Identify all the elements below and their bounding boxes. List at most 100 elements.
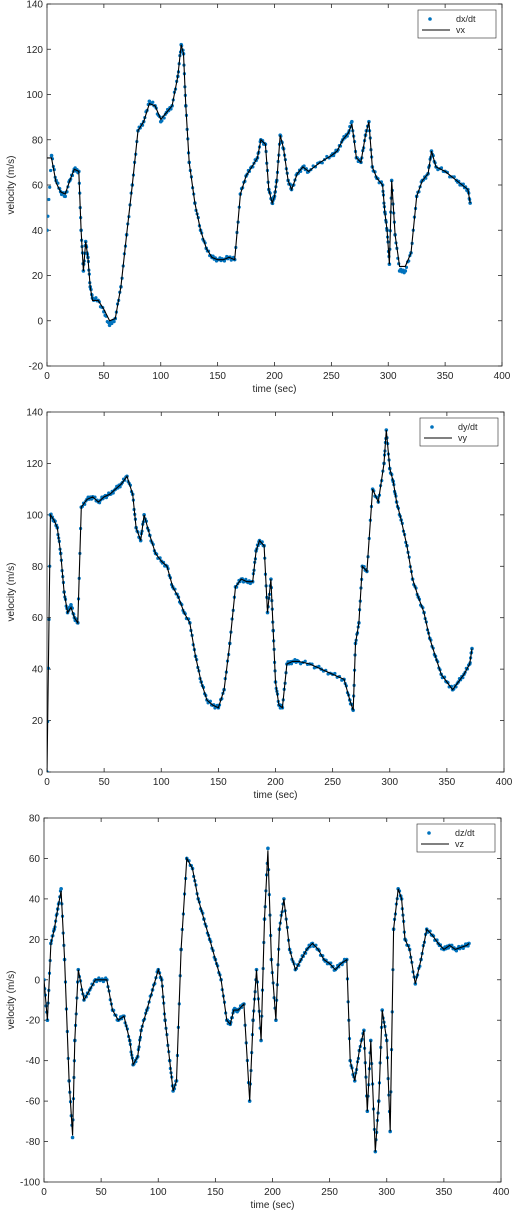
plot-area [44, 846, 471, 1154]
velocity-line [47, 429, 473, 772]
legend-point-marker [428, 17, 432, 21]
vx-chart-svg: 0 50 100 150 200 250 300 350 400-200204060801001… [6, 0, 511, 395]
derivative-sample-point [48, 185, 52, 189]
dxdt-point [147, 99, 152, 104]
y-tick-label: 80 [32, 135, 44, 146]
x-tick-label: 400 [494, 371, 511, 382]
legend-point-marker [430, 425, 434, 429]
y-tick-label: -100 [20, 1178, 40, 1189]
dxdt-point [389, 178, 394, 183]
chart-vz: 0 50 100 150 200 250 300 350 400 -100 -80 -60 -40 -20… [0, 808, 518, 1214]
y-tick-label: 100 [26, 90, 43, 101]
x-tick-label: 150 [207, 1187, 224, 1198]
dxdt-point [388, 1129, 392, 1134]
legend-box [417, 9, 497, 39]
y-tick-label: 80 [29, 814, 41, 825]
y-tick-label: 60 [32, 613, 44, 624]
y-axis-title: velocity (m/s) [6, 563, 17, 622]
y-axis-title: velocity (m/s) [6, 156, 17, 215]
x-tick-label: 0 [41, 1187, 47, 1198]
y-tick-label: 0 [34, 975, 40, 986]
dxdt-point [107, 323, 112, 328]
y-tick-label: -60 [26, 1097, 41, 1108]
y-tick-label: 40 [32, 665, 44, 676]
x-tick-label: 50 [96, 1187, 108, 1198]
legend-label-line: vz [455, 839, 465, 849]
x-tick-label: 350 [436, 1187, 453, 1198]
y-tick-label: 100 [26, 510, 43, 521]
x-tick-label: 250 [323, 371, 340, 382]
dxdt-point [49, 153, 54, 158]
y-tick-label: 0 [37, 768, 43, 779]
x-tick-label: 200 [264, 1187, 281, 1198]
legend-point-marker [427, 831, 431, 835]
x-tick-label: 400 [496, 777, 513, 788]
dxdt-point [63, 194, 67, 199]
derivative-sample-point [110, 321, 114, 326]
dxdt-point [403, 269, 408, 273]
derivative-sample-point [333, 671, 337, 676]
derivative-sample-point [303, 659, 307, 663]
derivative-sample-point [47, 197, 51, 202]
legend-label-points: dy/dt [458, 422, 478, 432]
dxdt-point [47, 228, 49, 233]
plot-frame [46, 411, 505, 773]
x-tick-label: 50 [99, 777, 111, 788]
dxdt-point [259, 1038, 263, 1043]
y-axis-title: velocity (m/s) [6, 971, 17, 1030]
derivative-sample-point [47, 214, 50, 218]
x-axis-title: time (sec) [253, 384, 297, 395]
plot-area [47, 428, 474, 772]
dxdt-point [350, 119, 354, 124]
y-tick-label: 120 [26, 45, 43, 56]
derivative-sample-point [112, 320, 116, 324]
x-tick-label: 200 [267, 777, 284, 788]
dxdt-point [470, 646, 474, 651]
legend-label-points: dz/dt [455, 828, 475, 838]
x-tick-label: 0 [44, 371, 50, 382]
y-tick-label: 40 [32, 226, 44, 237]
x-tick-label: 150 [210, 777, 227, 788]
y-tick-label: 0 [37, 316, 43, 327]
x-tick-label: 250 [324, 777, 341, 788]
y-tick-label: -20 [29, 362, 44, 373]
x-tick-label: 200 [266, 371, 283, 382]
y-tick-label: 80 [32, 562, 44, 573]
dxdt-point [69, 603, 73, 607]
x-tick-label: 50 [98, 371, 110, 382]
y-tick-label: -40 [26, 1056, 41, 1067]
legend-label-line: vy [458, 433, 468, 443]
derivative-sample-point [162, 116, 166, 120]
y-tick-label: 120 [26, 459, 43, 470]
y-tick-label: -80 [26, 1137, 41, 1148]
x-tick-label: 0 [44, 777, 50, 788]
x-tick-label: 100 [152, 371, 169, 382]
y-tick-label: 40 [29, 894, 41, 905]
derivative-sample-point [94, 296, 98, 300]
derivative-sample-point [211, 254, 215, 258]
velocity-line [44, 850, 470, 1152]
derivative-sample-point [317, 664, 321, 668]
chart-vx: 0 50 100 150 200 250 300 350 400 -20 0 20 40 60 80 100 1… [0, 0, 518, 404]
y-tick-label: 20 [32, 716, 44, 727]
x-axis-title: time (sec) [254, 790, 298, 801]
legend-label-points: dx/dt [456, 14, 476, 24]
derivative-sample-point [160, 119, 164, 123]
derivative-sample-point [151, 100, 155, 104]
vy-chart-svg: 0 50 100 150 200 250 300 350 400 0 20 40 60 80 100 120 1… [6, 408, 513, 802]
x-tick-label: 150 [209, 371, 226, 382]
x-tick-label: 400 [493, 1187, 510, 1198]
x-axis-title: time (sec) [251, 1200, 295, 1211]
y-tick-label: 140 [26, 408, 43, 419]
x-tick-label: 100 [153, 777, 170, 788]
x-tick-label: 350 [439, 777, 456, 788]
x-tick-label: 250 [321, 1187, 338, 1198]
plot-area [47, 42, 472, 328]
y-tick-label: 20 [32, 271, 44, 282]
y-tick-label: 20 [29, 935, 41, 946]
plot-frame [43, 817, 502, 1183]
x-tick-label: 300 [381, 777, 398, 788]
legend-label-line: vx [456, 25, 466, 35]
chart-vy: 0 50 100 150 200 250 300 350 400 0 20 40 60 80 100 120 1… [0, 404, 518, 808]
